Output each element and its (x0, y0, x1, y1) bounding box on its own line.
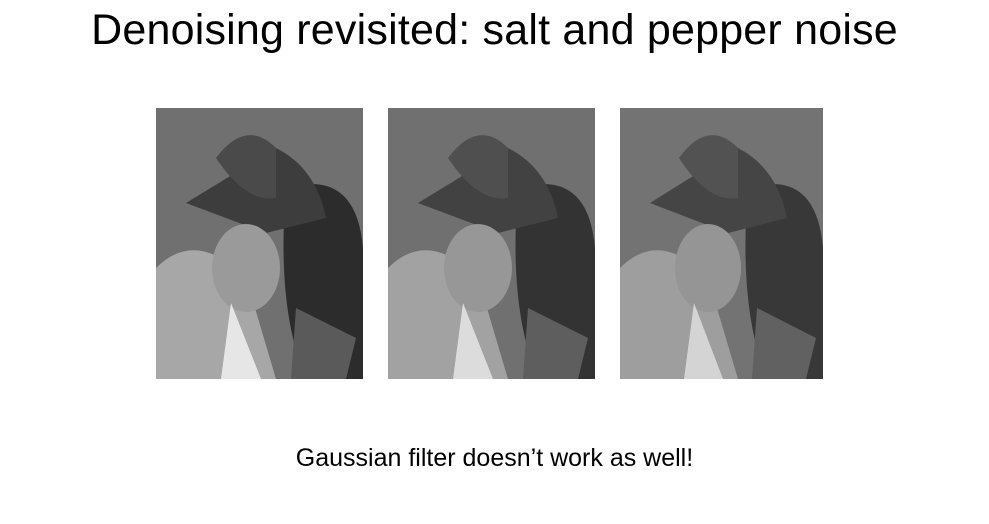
slide-caption: Gaussian filter doesn’t work as well! (295, 444, 694, 472)
slide-title: Denoising revisited: salt and pepper noi… (91, 6, 898, 54)
gaussian-filtered-image (388, 108, 595, 379)
gaussian-filtered-image-stronger (620, 108, 823, 379)
noisy-image (156, 108, 363, 379)
